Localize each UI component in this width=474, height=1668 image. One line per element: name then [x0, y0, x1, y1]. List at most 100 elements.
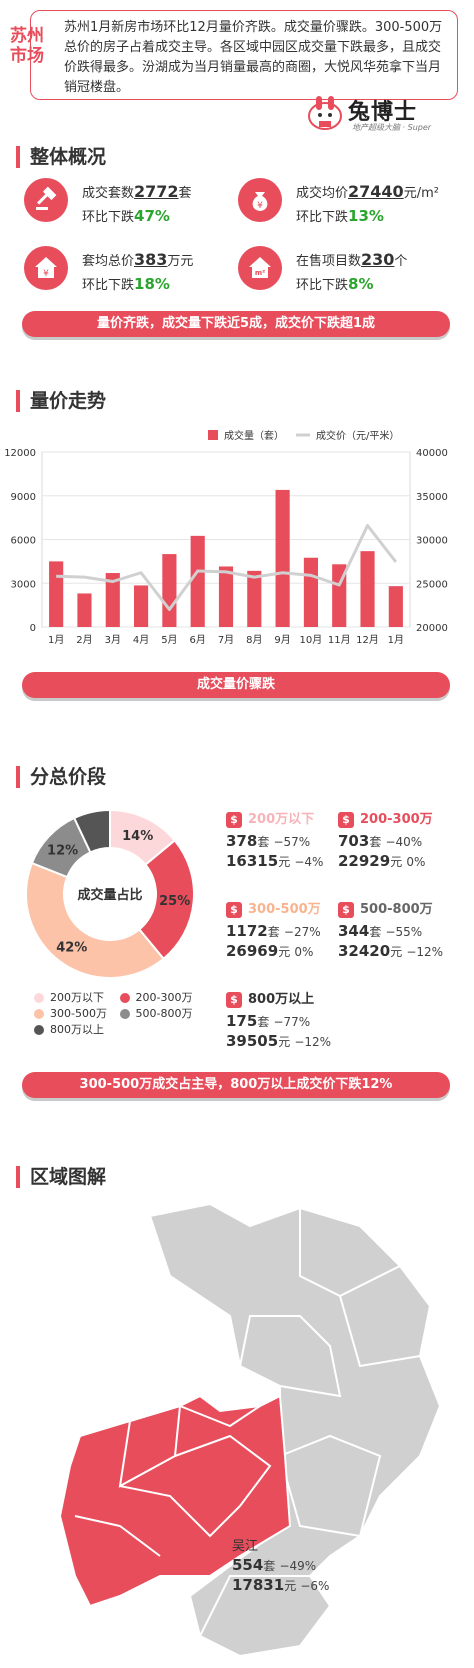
- y-left-tick-label: 9000: [11, 492, 36, 503]
- x-tick-label: 12月: [356, 634, 379, 646]
- legend-item: 500-800万: [119, 1006, 210, 1022]
- dollar-tag-icon: [338, 811, 354, 828]
- segment-detail: 300-500万 1172套 −27% 26969元 0%: [226, 898, 321, 960]
- trend-title: 量价走势: [16, 390, 106, 412]
- donut-slice-label: 25%: [159, 894, 190, 909]
- segment-detail: 200-300万 703套 −40% 22929元 0%: [338, 808, 433, 870]
- y-left-tick-label: 12000: [4, 448, 36, 459]
- legend-item: 300-500万: [34, 1006, 116, 1022]
- rabbit-mascot-icon: [308, 96, 342, 130]
- x-tick-label: 1月: [48, 634, 64, 646]
- x-tick-label: 10月: [300, 634, 323, 646]
- trend-chart: 0 3000 6000 9000 12000 20000 25000 30000 35000 40…: [4, 429, 448, 646]
- overview-title: 整体概况: [16, 146, 106, 168]
- map-wujiang-region: [58, 1394, 292, 1608]
- y-right-tick-label: 30000: [416, 536, 448, 547]
- segment-detail: 800万以上 175套 −77% 39505元 −12%: [226, 988, 331, 1050]
- volume-bar: [77, 593, 92, 627]
- volume-bar: [134, 585, 149, 627]
- donut-slice-label: 42%: [56, 941, 87, 956]
- dollar-tag-icon: [226, 991, 242, 1008]
- logo-subtext: 地产超级大脑 · Super: [352, 123, 432, 132]
- svg-text:m²: m²: [255, 269, 265, 277]
- overview-banner: 量价齐跌，成交量下跌近5成，成交价下跌超1成: [22, 311, 450, 337]
- y-right-tick-label: 25000: [416, 579, 448, 590]
- segments-title: 分总价段: [16, 766, 106, 788]
- stat-count-change: 环比下跌47%: [82, 207, 170, 225]
- x-tick-label: 9月: [274, 634, 290, 646]
- segment-detail: 200万以下 378套 −57% 16315元 −4%: [226, 808, 323, 870]
- region-price-line: 17831元 −6%: [232, 1576, 330, 1594]
- y-right-tick-label: 20000: [416, 623, 448, 634]
- pie-legend: 200万以下 200-300万 300-500万 500-800万 800万以上: [34, 990, 210, 1038]
- volume-bar: [275, 489, 290, 627]
- x-tick-label: 5月: [161, 634, 177, 646]
- y-right-tick-label: 35000: [416, 492, 448, 503]
- donut-center-label: 成交量占比: [77, 888, 143, 903]
- volume-bar: [388, 586, 403, 627]
- y-right-tick-label: 40000: [416, 448, 448, 459]
- stat-projects-change: 环比下跌8%: [296, 275, 374, 293]
- segment-donut-chart: 14% 25% 42% 12%: [25, 808, 195, 979]
- volume-bar: [360, 551, 375, 627]
- y-left-tick-label: 6000: [11, 536, 36, 547]
- legend-item: 800万以上: [34, 1022, 116, 1038]
- stat-count: 成交套数2772套: [82, 182, 192, 201]
- house-area-icon: m²: [238, 246, 282, 290]
- header-box: [30, 10, 458, 100]
- dollar-tag-icon: [226, 811, 242, 828]
- x-tick-label: 4月: [133, 634, 149, 646]
- volume-bar: [162, 554, 177, 627]
- stat-avg-price: 成交均价27440元/m²: [296, 182, 439, 201]
- x-tick-label: 1月: [388, 634, 404, 646]
- house-yen-icon: ¥: [24, 246, 68, 290]
- x-tick-label: 8月: [246, 634, 262, 646]
- donut-slice-label: 14%: [122, 829, 153, 844]
- volume-bar: [190, 535, 205, 627]
- region-title: 区域图解: [16, 1166, 106, 1188]
- legend-item: 200万以下: [34, 990, 116, 1006]
- x-tick-label: 3月: [105, 634, 121, 646]
- volume-bar: [303, 557, 318, 627]
- wujiang-label: 吴江 554套 −49% 17831元 −6%: [232, 1538, 329, 1596]
- city-tag: 苏州市场: [10, 26, 44, 66]
- map-gray-regions: [148, 1202, 442, 1658]
- volume-bar: [105, 573, 120, 627]
- stat-projects: 在售项目数230个: [296, 250, 408, 269]
- segment-detail: 500-800万 344套 −55% 32420元 −12%: [338, 898, 443, 960]
- stat-total-price: 套均总价383万元: [82, 250, 194, 269]
- logo-text: 兔博士: [348, 100, 418, 125]
- donut-slice: [72, 808, 111, 854]
- price-line: [56, 524, 398, 611]
- stat-total-price-change: 环比下跌18%: [82, 275, 170, 293]
- donut-slice: [137, 839, 195, 961]
- stat-avg-price-change: 环比下跌13%: [296, 207, 384, 225]
- segments-banner: 300-500万成交占主导，800万以上成交价下跌12%: [22, 1072, 450, 1098]
- donut-slice: [25, 861, 165, 979]
- trend-banner: 成交量价骤跌: [22, 672, 450, 698]
- volume-bar: [247, 570, 262, 627]
- brand-logo: 兔博士 地产超级大脑 · Super: [302, 92, 452, 136]
- x-tick-label: 2月: [76, 634, 92, 646]
- legend-bar-label: 成交量（套）: [224, 429, 284, 442]
- legend-item: 200-300万: [119, 990, 210, 1006]
- x-tick-label: 6月: [190, 634, 206, 646]
- dollar-tag-icon: [338, 901, 354, 918]
- gavel-icon: [24, 178, 68, 222]
- legend-line-label: 成交价（元/平米）: [316, 429, 399, 442]
- region-name: 吴江: [232, 1539, 259, 1554]
- volume-bar: [218, 566, 234, 627]
- region-map: [58, 1202, 442, 1658]
- y-left-tick-label: 0: [30, 623, 36, 634]
- svg-text:¥: ¥: [43, 269, 49, 279]
- y-left-tick-label: 3000: [11, 579, 36, 590]
- dollar-tag-icon: [226, 901, 242, 918]
- header-summary: 苏州1月新房市场环比12月量价齐跌。成交量价骤跌。300-500万总价的房子占着…: [64, 20, 443, 95]
- x-tick-label: 7月: [218, 634, 234, 646]
- legend-bar-swatch: [208, 430, 218, 440]
- x-tick-label: 11月: [328, 634, 351, 646]
- donut-slice-label: 12%: [47, 844, 78, 859]
- svg-text:¥: ¥: [257, 201, 263, 211]
- money-bag-icon: ¥: [238, 178, 282, 222]
- region-count-line: 554套 −49%: [232, 1556, 317, 1574]
